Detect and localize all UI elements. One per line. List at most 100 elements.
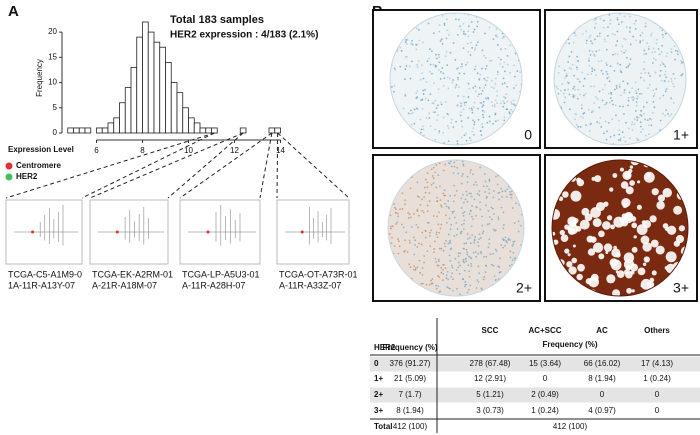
cell — [619, 139, 622, 142]
cell — [626, 82, 629, 85]
cell — [566, 261, 573, 268]
cell — [625, 121, 627, 124]
cell — [466, 233, 469, 236]
table-cell: 1 (0.24) — [643, 374, 671, 383]
cell — [582, 33, 584, 35]
cell — [640, 92, 643, 95]
cell — [623, 89, 626, 92]
cell — [628, 15, 631, 18]
cell — [428, 48, 431, 50]
cell — [468, 87, 471, 90]
cell — [577, 125, 580, 128]
cell — [399, 65, 402, 68]
cell — [595, 201, 606, 212]
cell — [472, 106, 475, 108]
table-cell: 376 (91.27) — [390, 359, 431, 368]
cell — [598, 90, 601, 93]
cell — [404, 56, 407, 58]
cell — [462, 32, 465, 35]
cell — [623, 136, 625, 139]
cell — [421, 108, 424, 110]
cell — [497, 265, 500, 268]
cell — [642, 262, 647, 267]
cell — [438, 56, 441, 59]
cell — [618, 133, 621, 136]
cell — [570, 51, 573, 53]
cell — [397, 215, 399, 218]
cell — [431, 102, 434, 104]
cell — [469, 209, 472, 212]
cell — [463, 228, 465, 230]
cell — [438, 130, 441, 132]
cell — [672, 82, 674, 85]
cell — [416, 246, 419, 248]
cell — [488, 222, 491, 225]
cell — [415, 44, 418, 46]
cell — [620, 137, 622, 140]
cell — [578, 80, 581, 83]
cell — [449, 77, 451, 80]
cell — [509, 250, 512, 253]
cell — [497, 277, 500, 280]
cell — [601, 88, 604, 91]
cell — [627, 96, 630, 99]
cell — [478, 190, 481, 192]
cell — [471, 130, 474, 133]
cell — [482, 230, 485, 233]
cell — [461, 65, 464, 68]
cell — [459, 264, 462, 267]
cell — [400, 223, 403, 226]
cell — [468, 270, 471, 273]
cell — [605, 250, 609, 255]
cell — [481, 49, 484, 52]
cell — [567, 253, 571, 257]
cell — [591, 70, 594, 73]
cell — [424, 236, 427, 239]
cell — [491, 104, 494, 107]
cell — [576, 55, 578, 58]
connector — [81, 132, 215, 199]
cell — [462, 278, 464, 280]
cell — [658, 53, 660, 56]
cell — [463, 261, 466, 264]
cell — [435, 57, 438, 60]
cell — [667, 80, 670, 83]
cell — [435, 231, 438, 234]
cell — [640, 278, 652, 290]
cell — [410, 226, 413, 228]
cell — [511, 259, 514, 261]
cell — [610, 91, 612, 94]
cell — [598, 230, 605, 238]
legend-swatch — [5, 173, 13, 181]
cell — [604, 120, 607, 123]
cell — [570, 190, 582, 202]
cell — [470, 225, 473, 228]
sample-name: TCGA-C5-A1M9-0 — [8, 269, 82, 279]
cell — [479, 250, 482, 253]
cell — [435, 186, 438, 189]
cell — [559, 229, 565, 236]
cell — [596, 98, 599, 100]
plot-dot — [206, 230, 210, 234]
cell — [632, 35, 635, 38]
cell — [476, 279, 479, 281]
cell — [429, 63, 432, 66]
cell — [513, 240, 516, 243]
cell — [615, 87, 618, 89]
y-tick-label: 15 — [48, 52, 57, 61]
cell — [447, 200, 450, 202]
cell — [492, 38, 495, 41]
cell — [488, 120, 491, 123]
cell — [612, 103, 614, 106]
cell — [477, 245, 480, 247]
cell — [648, 133, 650, 136]
cell — [639, 125, 642, 128]
cell — [582, 112, 585, 115]
cell — [609, 258, 618, 267]
cell — [420, 243, 423, 246]
cell — [626, 56, 628, 59]
cell — [457, 76, 459, 79]
cell — [467, 116, 470, 119]
cell — [414, 267, 417, 270]
cell — [409, 112, 412, 115]
